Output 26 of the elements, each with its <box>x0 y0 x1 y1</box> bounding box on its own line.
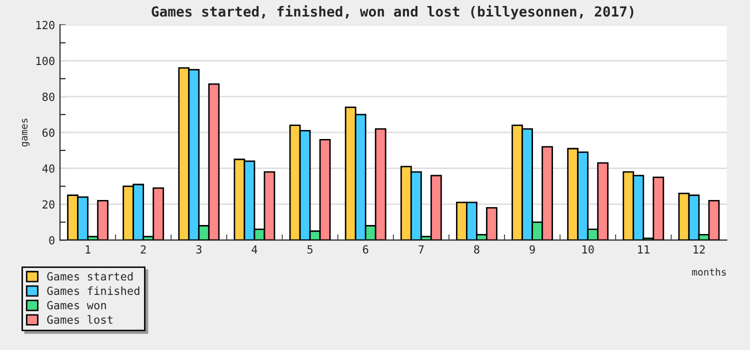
legend-label: Games lost <box>47 315 112 324</box>
y-tick-label: 60 <box>42 128 54 137</box>
x-tick-label: 5 <box>307 245 312 254</box>
chart-title: Games started, finished, won and lost (billyesonnen, 2017) <box>152 5 634 20</box>
y-tick-label: 80 <box>42 92 54 102</box>
legend-label: Games started <box>47 272 133 281</box>
x-tick-label: 8 <box>474 245 480 254</box>
y-tick-label: 120 <box>36 20 54 30</box>
x-tick-label: 10 <box>582 245 594 254</box>
x-tick-label: 3 <box>196 245 202 254</box>
x-tick-label: 9 <box>530 245 535 254</box>
y-tick-label: 20 <box>42 200 54 209</box>
y-tick-label: 100 <box>36 56 54 66</box>
x-tick-label: 6 <box>362 245 368 254</box>
y-axis-title: games <box>22 118 30 147</box>
x-tick-label: 12 <box>694 245 705 254</box>
x-tick-label: 2 <box>140 245 146 254</box>
x-tick-label: 4 <box>252 245 258 254</box>
x-tick-label: 11 <box>638 245 650 254</box>
x-axis-title: months <box>692 268 726 276</box>
y-tick-label: 40 <box>42 164 54 173</box>
legend-label: Games won <box>47 301 106 310</box>
x-tick-label: 1 <box>86 245 90 254</box>
y-tick-label: 0 <box>49 236 54 245</box>
legend-label: Games finished <box>47 286 140 295</box>
x-tick-label: 7 <box>418 245 424 254</box>
